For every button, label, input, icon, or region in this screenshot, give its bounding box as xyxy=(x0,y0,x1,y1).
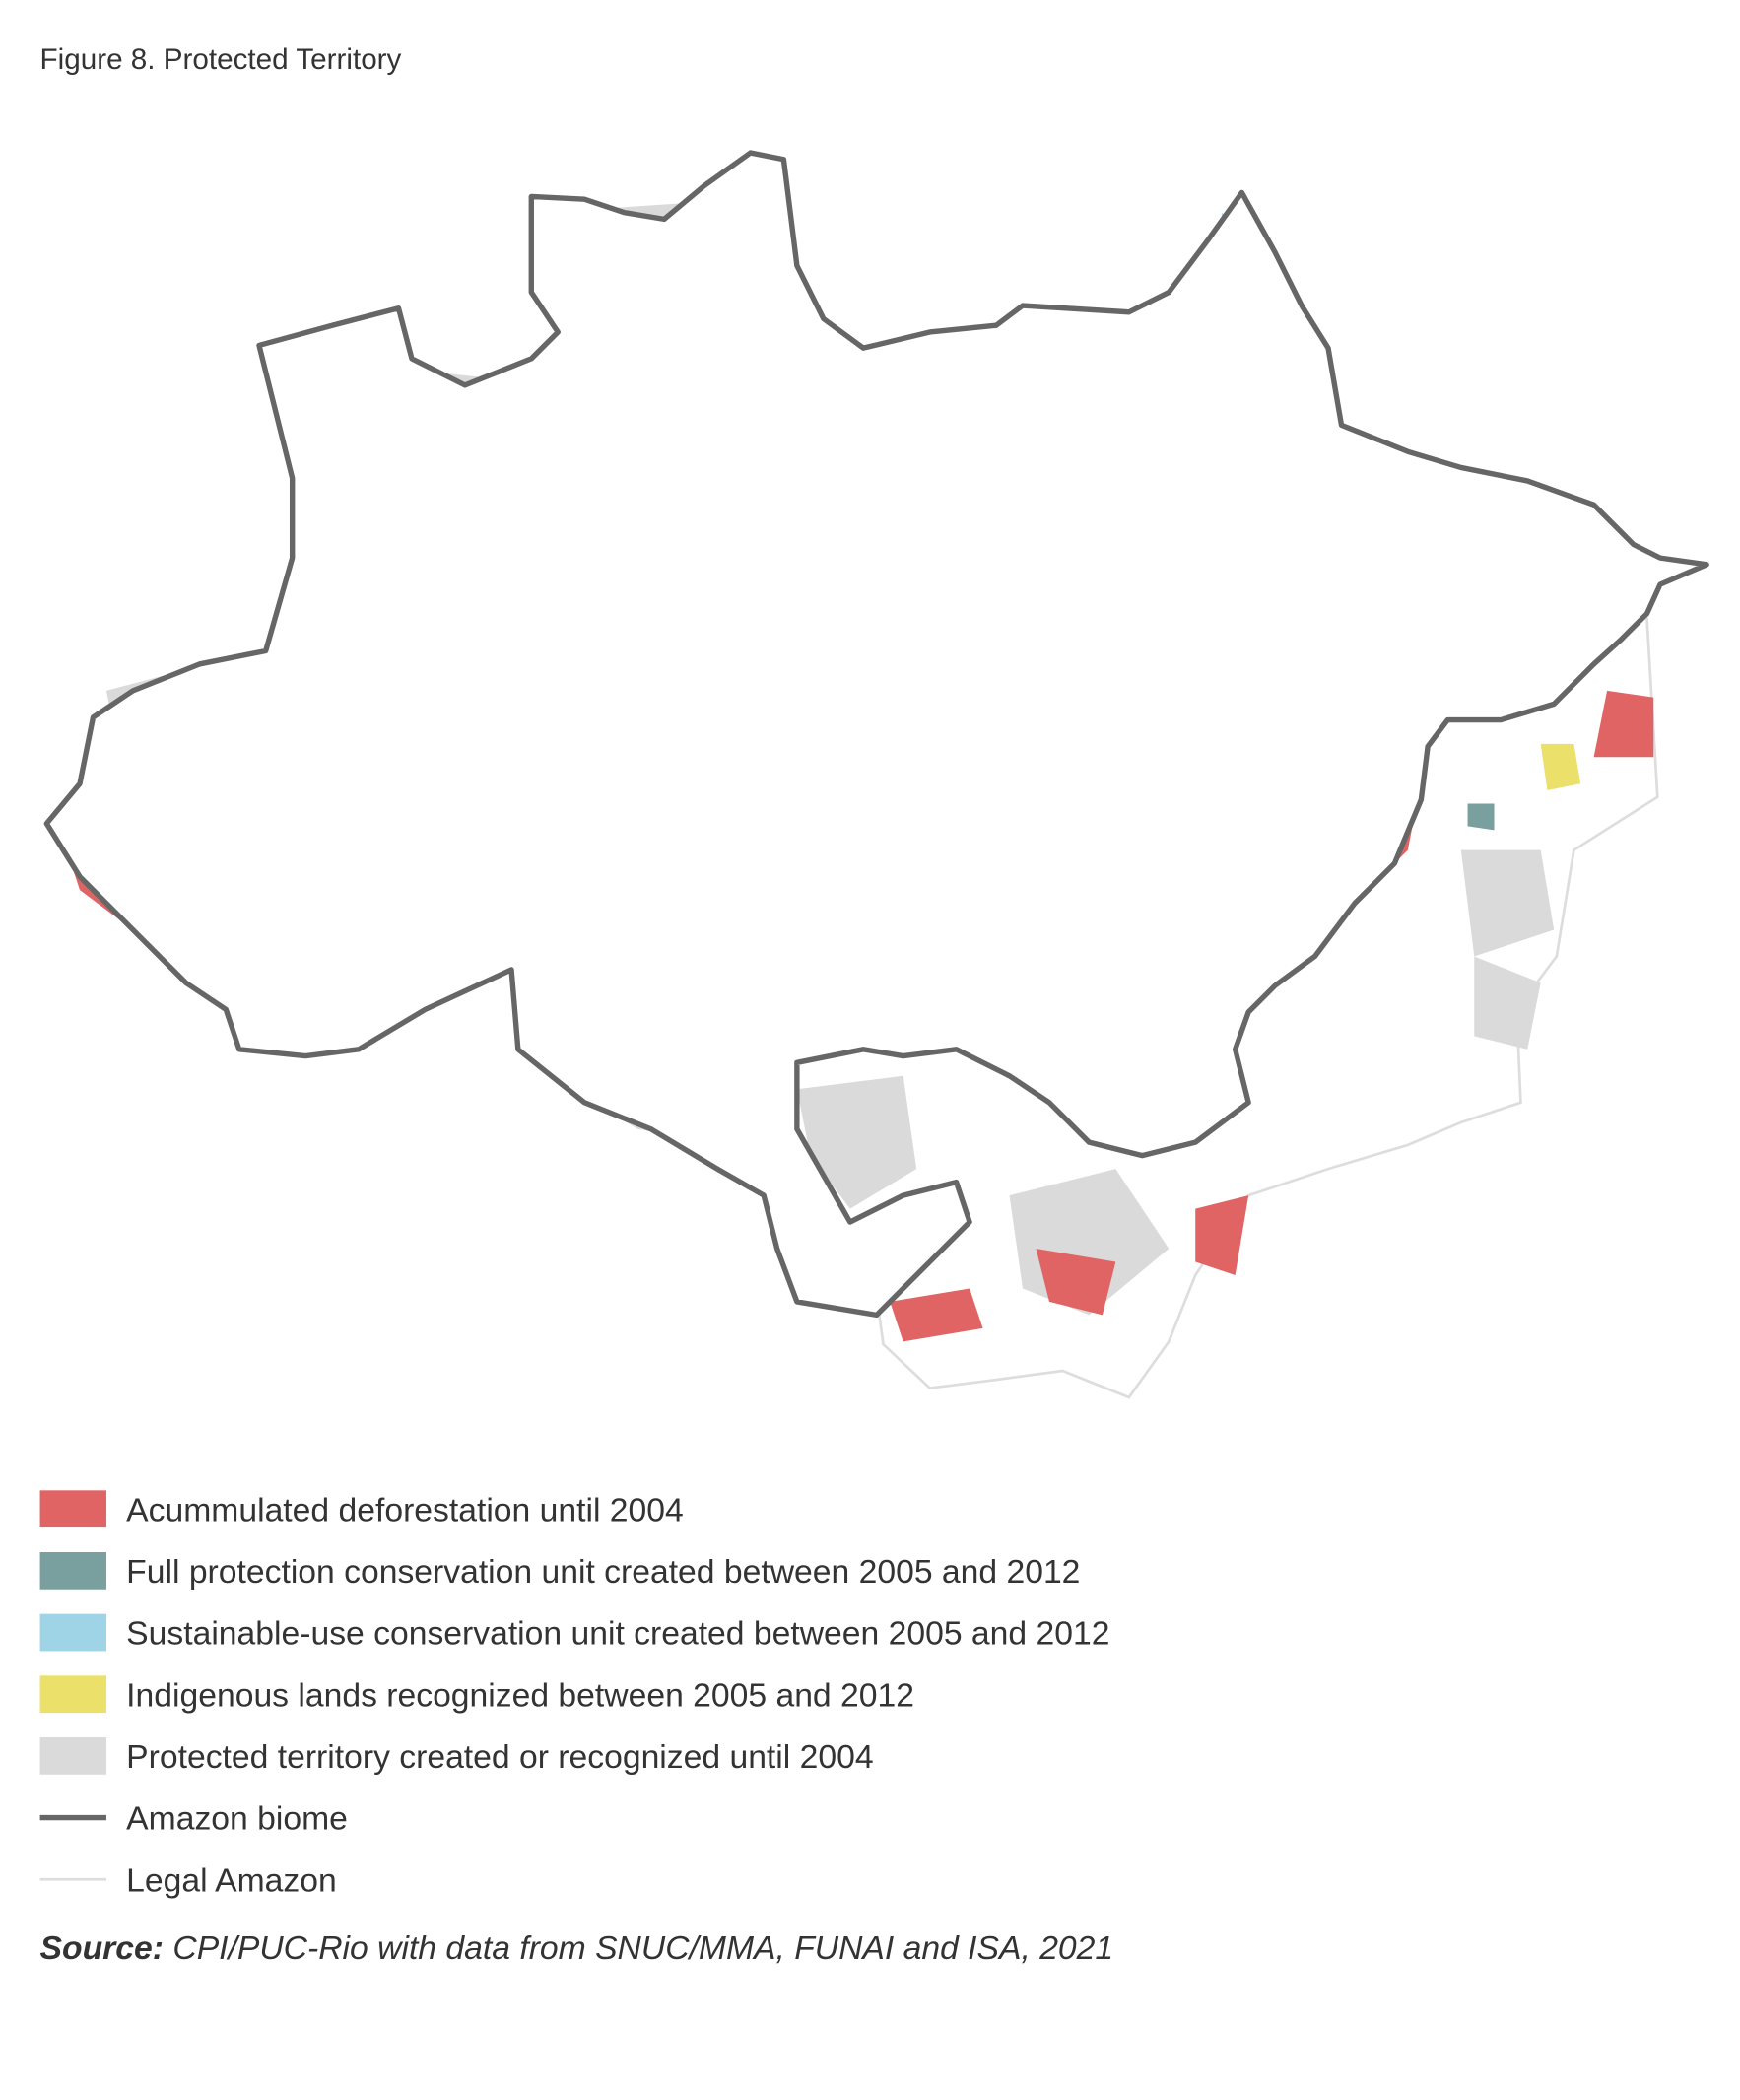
legend-swatch xyxy=(39,1613,106,1652)
legend-label: Amazon biome xyxy=(126,1801,348,1838)
legend-swatch xyxy=(39,1737,106,1775)
legend-swatch xyxy=(39,1675,106,1714)
legend-label: Indigenous lands recognized between 2005… xyxy=(126,1677,914,1714)
source-label: Source: xyxy=(40,1931,164,1967)
legend-label: Protected territory created or recognize… xyxy=(126,1739,873,1776)
source-note: Source: CPI/PUC-Rio with data from SNUC/… xyxy=(40,1931,1114,1967)
source-text: CPI/PUC-Rio with data from SNUC/MMA, FUN… xyxy=(172,1931,1113,1967)
legend: Acummulated deforestation until 2004 Full… xyxy=(39,1490,1109,1899)
legend-label: Legal Amazon xyxy=(126,1863,337,1899)
figure-title: Figure 8. Protected Territory xyxy=(40,43,402,76)
legend-swatch xyxy=(39,1490,106,1528)
legend-label: Full protection conservation unit create… xyxy=(126,1554,1080,1591)
legend-label: Sustainable-use conservation unit create… xyxy=(126,1616,1109,1653)
legend-label: Acummulated deforestation until 2004 xyxy=(126,1492,684,1528)
legend-swatch xyxy=(39,1551,106,1590)
map xyxy=(46,153,1707,1399)
